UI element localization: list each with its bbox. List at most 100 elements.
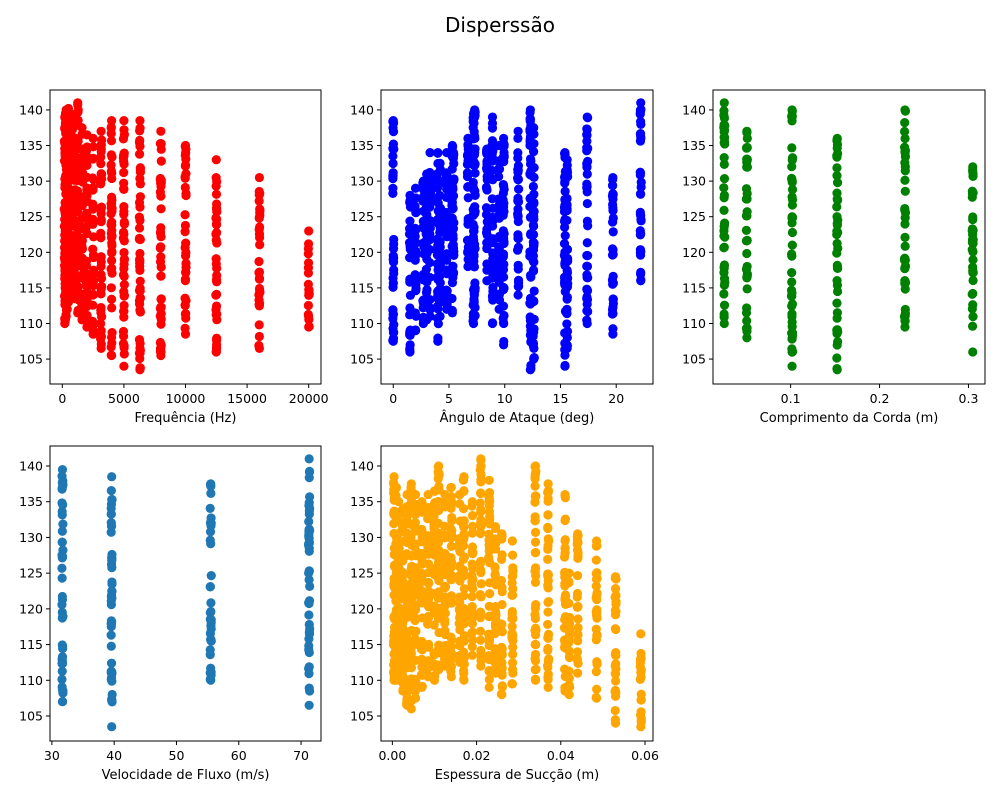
data-point <box>591 555 601 565</box>
data-point <box>967 224 978 234</box>
y-ticks: 105 110 115 120 125 130 135 140 <box>19 102 50 367</box>
data-point <box>462 168 473 178</box>
data-points <box>719 98 978 375</box>
data-point <box>497 627 507 637</box>
data-point <box>388 158 398 169</box>
data-point <box>469 262 480 272</box>
data-point <box>107 217 117 227</box>
data-point <box>719 205 729 215</box>
data-point <box>180 309 190 319</box>
data-point <box>254 224 264 235</box>
data-point <box>530 461 540 472</box>
data-point <box>180 220 190 231</box>
data-point <box>719 226 729 236</box>
data-point <box>442 255 452 265</box>
data-point <box>211 219 222 229</box>
data-point <box>181 188 191 199</box>
y-tick-label: 125 <box>682 209 706 224</box>
data-point <box>592 588 602 598</box>
data-point <box>507 606 517 617</box>
data-point <box>135 363 145 373</box>
data-point <box>57 674 67 684</box>
subplot-comprimento-da-corda: 0.1 0.2 0.3 105 110 115 120 125 130 135 140 Compr… <box>682 89 986 426</box>
data-point <box>530 623 541 633</box>
data-point <box>57 696 68 707</box>
data-point <box>786 285 797 295</box>
data-point <box>787 267 797 278</box>
data-point <box>410 605 421 615</box>
data-point <box>119 287 129 297</box>
data-point <box>212 207 222 217</box>
data-point <box>155 187 165 197</box>
data-point <box>742 303 752 313</box>
x-tick-label: 15 <box>553 391 569 406</box>
x-tick-label: 0.1 <box>781 391 801 406</box>
data-point <box>741 225 752 235</box>
data-point <box>530 469 540 479</box>
data-point <box>467 650 477 660</box>
data-point <box>434 470 444 480</box>
x-tick-label: 50 <box>169 748 185 763</box>
data-point <box>582 294 592 304</box>
data-point <box>832 178 843 188</box>
data-point <box>832 194 842 204</box>
data-point <box>417 681 427 692</box>
data-point <box>58 500 68 510</box>
data-point <box>484 552 494 563</box>
x-ticks: 0.00 0.02 0.04 0.06 <box>378 741 659 763</box>
y-tick-label: 135 <box>350 138 374 153</box>
data-point <box>446 648 456 658</box>
data-point <box>211 181 221 191</box>
data-point <box>304 598 314 609</box>
data-point <box>57 506 67 517</box>
data-point <box>449 149 459 160</box>
data-point <box>73 136 83 146</box>
data-point <box>388 183 398 193</box>
data-point <box>119 219 130 229</box>
data-point <box>410 308 420 318</box>
data-point <box>529 123 539 133</box>
data-point <box>832 135 842 146</box>
x-ticks: 30 40 50 60 70 <box>44 741 309 763</box>
data-point <box>787 184 798 195</box>
data-point <box>425 304 435 315</box>
subplot-espessura-de-succao: 0.00 0.02 0.04 0.06 105 110 115 120 125 130 135 14… <box>350 445 659 783</box>
data-point <box>499 141 509 151</box>
data-point <box>560 231 570 241</box>
data-point <box>543 522 553 532</box>
data-point <box>543 619 553 630</box>
data-point <box>564 689 574 700</box>
data-point <box>513 133 523 144</box>
data-point <box>528 237 538 247</box>
data-point <box>543 662 553 672</box>
data-point <box>900 316 910 326</box>
data-point <box>106 199 116 209</box>
data-point <box>135 215 145 225</box>
data-point <box>119 255 129 265</box>
data-point <box>106 136 117 146</box>
data-point <box>107 689 117 700</box>
data-point <box>487 318 498 328</box>
data-point <box>467 607 477 617</box>
data-point <box>106 128 116 139</box>
data-point <box>425 272 435 282</box>
data-point <box>135 292 145 303</box>
data-point <box>719 173 730 184</box>
y-tick-label: 125 <box>350 566 374 581</box>
data-point <box>106 332 117 343</box>
x-tick-label: 0 <box>389 391 397 406</box>
data-point <box>57 526 67 536</box>
data-point <box>787 240 797 250</box>
subplot-velocidade-de-fluxo: 30 40 50 60 70 105 110 115 120 125 130 135 140 Velo… <box>19 445 322 783</box>
data-point <box>573 531 583 541</box>
data-point <box>498 205 509 216</box>
data-point <box>468 584 478 594</box>
x-tick-label: 0.06 <box>631 748 659 763</box>
data-point <box>610 592 620 602</box>
data-point <box>508 614 518 624</box>
data-point <box>425 244 435 255</box>
data-point <box>212 309 222 319</box>
data-points <box>388 98 646 375</box>
data-point <box>742 188 752 199</box>
data-point <box>180 276 191 286</box>
